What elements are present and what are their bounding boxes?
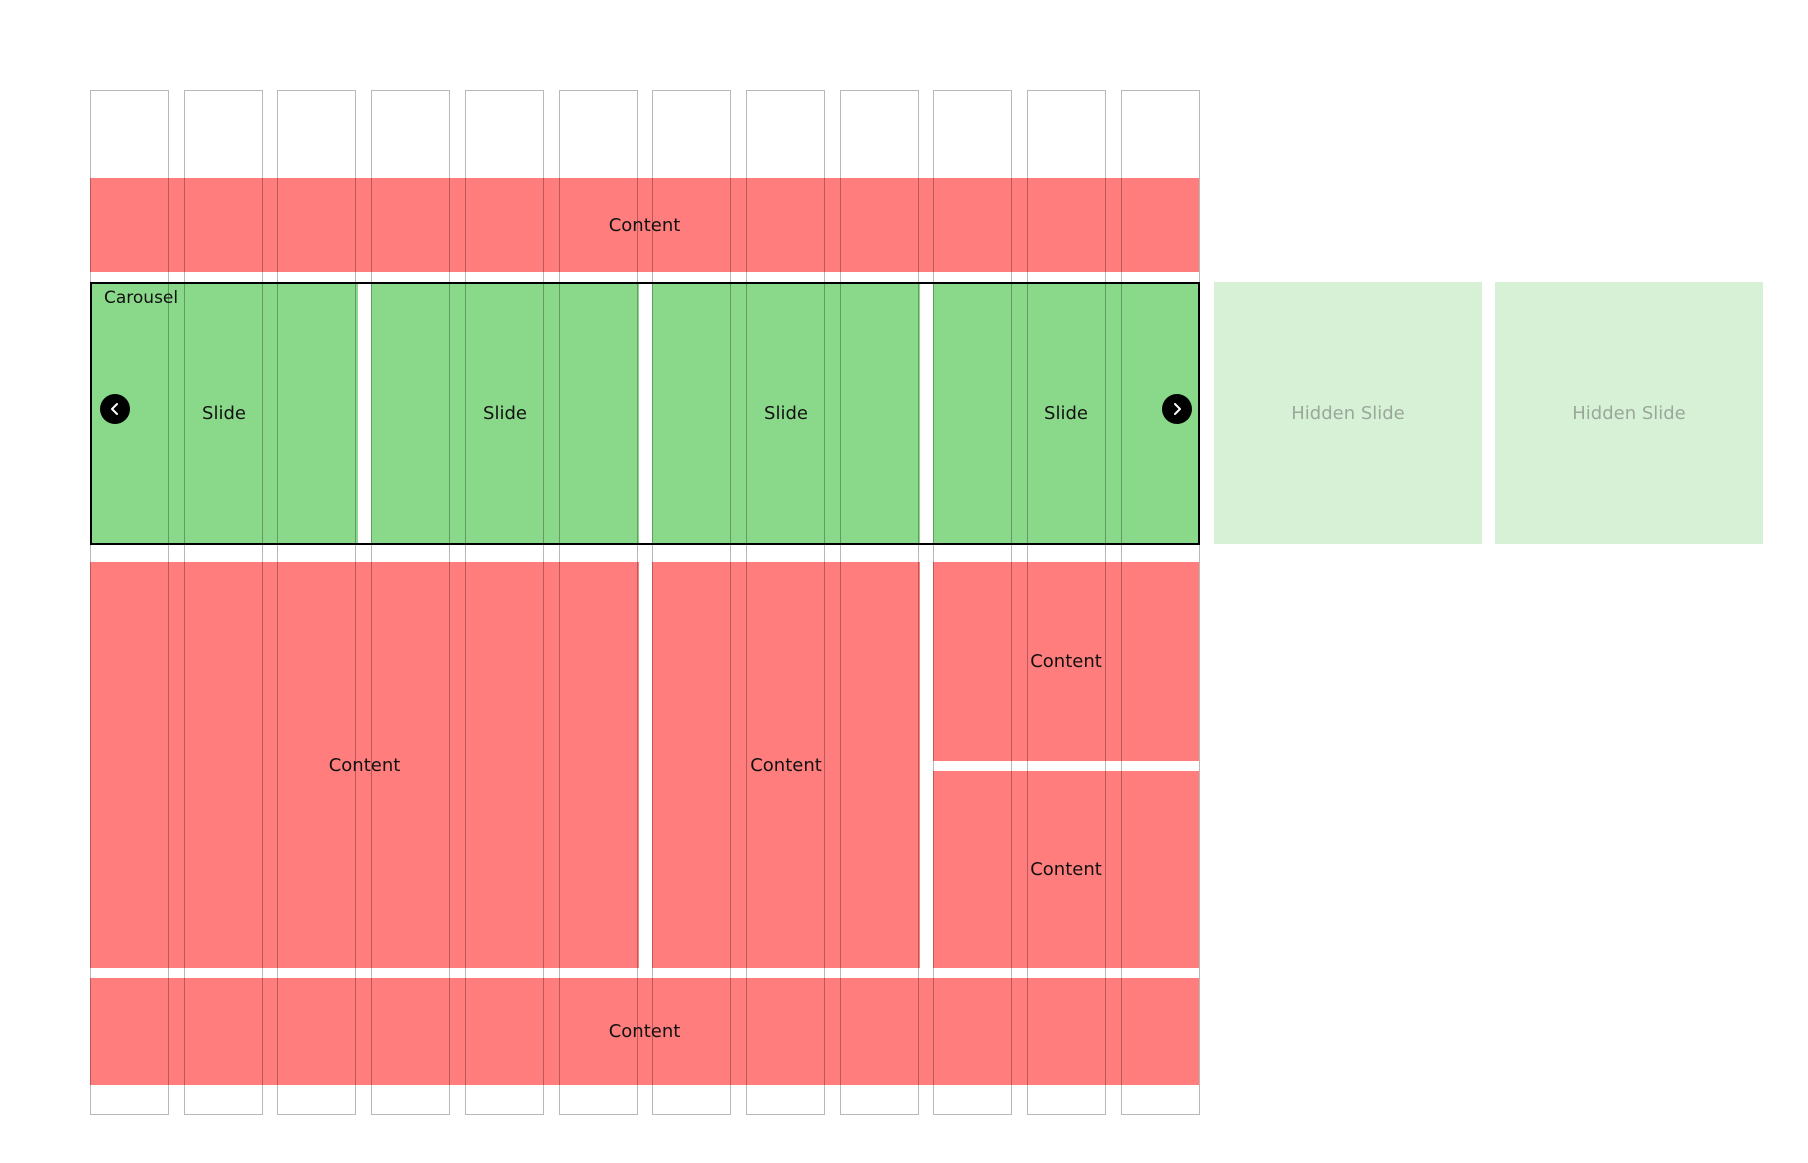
carousel-frame bbox=[90, 282, 1200, 545]
slide-label: Slide bbox=[764, 402, 808, 424]
carousel-slide-2[interactable]: Slide bbox=[371, 282, 639, 544]
carousel-prev-button[interactable] bbox=[100, 394, 130, 424]
carousel-label: Carousel bbox=[104, 288, 179, 308]
hidden-slide-2: Hidden Slide bbox=[1495, 282, 1763, 544]
carousel-next-button[interactable] bbox=[1162, 394, 1192, 424]
header-content-label: Content bbox=[608, 214, 681, 236]
main-content-right-bottom: Content bbox=[933, 771, 1199, 968]
footer-content-label: Content bbox=[608, 1021, 681, 1042]
main-content-left-label: Content bbox=[328, 754, 401, 776]
slide-label: Slide bbox=[202, 402, 246, 424]
carousel-slide-1[interactable]: Slide bbox=[90, 282, 358, 544]
main-content-right-top: Content bbox=[933, 562, 1199, 761]
main-content-middle: Content bbox=[652, 562, 920, 968]
hidden-slide-label: Hidden Slide bbox=[1572, 402, 1686, 424]
main-content-left: Content bbox=[90, 562, 639, 968]
main-content-middle-label: Content bbox=[750, 754, 822, 776]
header-content-block: Content bbox=[90, 178, 1199, 272]
hidden-slide-1: Hidden Slide bbox=[1214, 282, 1482, 544]
main-content-right-bottom-label: Content bbox=[1030, 859, 1102, 880]
hidden-slide-label: Hidden Slide bbox=[1291, 402, 1405, 424]
slide-label: Slide bbox=[483, 402, 527, 424]
slide-label: Slide bbox=[1044, 402, 1088, 424]
chevron-left-icon bbox=[111, 403, 118, 415]
carousel-slide-3[interactable]: Slide bbox=[652, 282, 920, 544]
main-content-right-top-label: Content bbox=[1030, 651, 1102, 672]
footer-content-block: Content bbox=[90, 978, 1199, 1085]
chevron-right-icon bbox=[1174, 403, 1181, 415]
carousel-slide-4[interactable]: Slide bbox=[933, 282, 1199, 544]
